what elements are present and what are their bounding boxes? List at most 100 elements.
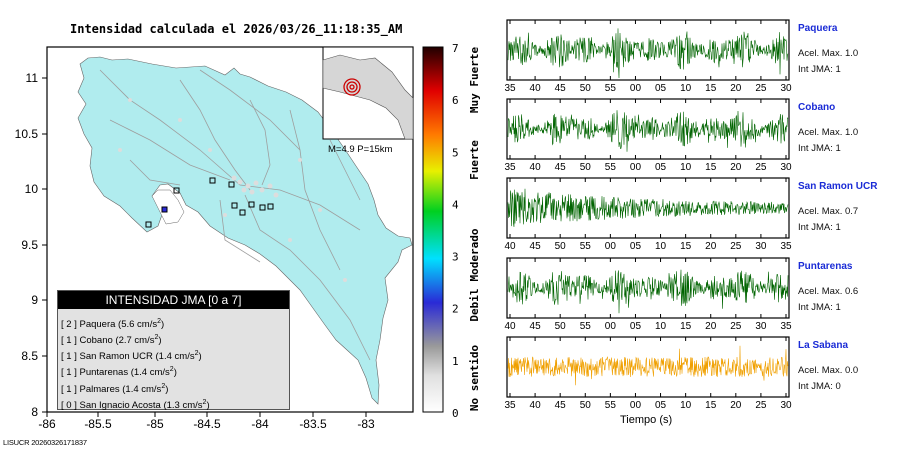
footer-id: LISUCR 20260326171837 — [3, 438, 87, 447]
time-tick-label: 35 — [504, 400, 516, 411]
peninsula-gulf — [151, 189, 185, 225]
time-tick-label: 00 — [630, 162, 642, 173]
time-tick-label: 50 — [555, 321, 567, 332]
station-marker — [145, 221, 152, 228]
time-tick-label: 30 — [780, 162, 792, 173]
costa-rica-land — [77, 56, 413, 405]
page-title: Intensidad calculada el 2026/03/26_11:18… — [70, 22, 403, 36]
time-tick-label: 25 — [730, 321, 742, 332]
time-tick-label: 50 — [580, 162, 592, 173]
station-jma-intensity: Int JMA: 1 — [798, 302, 841, 313]
colorbar-tick-label: 6 — [452, 94, 459, 107]
station-marker — [267, 203, 274, 210]
legend-item-intensity: [ 2 ] — [61, 319, 80, 331]
time-tick-label: 45 — [555, 162, 567, 173]
time-tick-label: 55 — [605, 162, 617, 173]
time-tick-label: 05 — [655, 162, 667, 173]
waveform-panel: 35 40 45 50 55 00 05 10 15 20 25 30 — [504, 19, 792, 94]
station-marker — [173, 187, 180, 194]
legend-item-name: San Ignacio Acosta — [79, 399, 164, 411]
x-tick-label: -84 — [251, 417, 269, 431]
legend-item-accel: (1.4 cm/s — [122, 383, 162, 395]
event-ring-middle — [346, 81, 358, 93]
legend-item-unit-exp: 2 — [157, 318, 162, 325]
waveform-trace — [507, 28, 789, 79]
y-tick-label: 9 — [31, 293, 38, 307]
time-tick-label: 55 — [605, 400, 617, 411]
x-tick-label: -83.5 — [299, 417, 327, 431]
colorbar-tick-label: 4 — [452, 198, 459, 211]
y-tick-label: 9.5 — [21, 238, 38, 252]
time-tick-label: 55 — [580, 321, 592, 332]
time-tick-label: 15 — [705, 162, 717, 173]
x-tick-label: -83 — [357, 417, 375, 431]
station-marker — [231, 202, 238, 209]
legend-item-unit-exp: 2 — [169, 366, 174, 374]
colorbar-category-label: No sentido — [468, 345, 481, 412]
time-tick-label: 10 — [680, 162, 692, 173]
time-tick-label: 45 — [555, 83, 567, 94]
time-tick-label: 35 — [780, 321, 792, 332]
waveform-frame — [506, 98, 790, 160]
station-name: Cobano — [798, 102, 836, 113]
colorbar-category-label: Fuerte — [468, 140, 481, 180]
time-tick-label: 40 — [530, 162, 542, 173]
colorbar-category-label: Debil — [468, 288, 481, 321]
time-tick-label: 30 — [780, 83, 792, 94]
time-tick-label: 20 — [730, 400, 742, 411]
legend-item-name: San Ramon UCR — [79, 351, 156, 363]
waveform-trace — [507, 188, 789, 227]
waveform-panel: 35 40 45 50 55 00 05 10 15 20 25 30 — [504, 98, 792, 173]
time-tick-label: 50 — [580, 83, 592, 94]
legend-item-close: ) — [206, 399, 210, 411]
legend-item: [ 1 ] San Ramon UCR (1.4 cm/s2) — [61, 347, 289, 363]
time-tick-label: 35 — [504, 83, 516, 94]
legend-item-intensity: [ 1 ] — [61, 351, 80, 363]
time-tick-label: 45 — [530, 321, 542, 332]
waveform-trace — [507, 110, 789, 152]
legend-item-close: ) — [173, 367, 177, 379]
time-tick-label: 30 — [755, 241, 767, 252]
time-tick-label: 35 — [780, 241, 792, 252]
station-marker — [248, 201, 255, 208]
colorbar-category-label: Muy Fuerte — [468, 47, 481, 114]
colorbar-category-label: Moderado — [468, 228, 481, 281]
time-tick-label: 40 — [530, 83, 542, 94]
waveform-panel: 35 40 45 50 55 00 05 10 15 20 25 30 — [504, 336, 792, 411]
colorbar-tick-label: 7 — [452, 42, 459, 55]
time-tick-label: 05 — [630, 321, 642, 332]
time-tick-label: 10 — [680, 400, 692, 411]
waveform-panel: 40 45 50 55 00 05 10 15 20 25 30 35 — [504, 257, 792, 332]
station-name: Paquera — [798, 23, 838, 34]
legend-item-close: ) — [158, 335, 162, 347]
time-tick-label: 25 — [755, 162, 767, 173]
time-tick-label: 10 — [655, 321, 667, 332]
legend-item-unit-exp: 2 — [154, 334, 159, 342]
station-marker — [161, 206, 168, 213]
colorbar-tick-label: 5 — [452, 146, 459, 159]
time-tick-label: 05 — [655, 83, 667, 94]
legend-item-accel: (1.4 cm/s — [155, 351, 195, 363]
road-network — [99, 69, 371, 361]
event-ring-outer — [343, 78, 361, 96]
legend-item: [ 1 ] Palmares (1.4 cm/s2) — [61, 380, 289, 396]
inset-caption: M=4.9 P=15km — [328, 144, 393, 155]
station-jma-intensity: Int JMA: 1 — [798, 143, 841, 154]
legend-title: INTENSIDAD JMA [0 a 7] — [58, 291, 289, 309]
station-markers — [145, 177, 274, 228]
legend-item: [ 1 ] Puntarenas (1.4 cm/s2) — [61, 363, 289, 379]
legend-item-accel: (5.6 cm/s — [118, 319, 158, 331]
waveform-trace — [507, 345, 789, 386]
y-tick-label: 10 — [25, 182, 39, 196]
legend-item: [ 0 ] San Ignacio Acosta (1.3 cm/s2) — [61, 396, 289, 412]
legend-item-close: ) — [198, 351, 202, 363]
station-marker — [228, 181, 235, 188]
legend-item-name: Cobano — [79, 335, 116, 347]
legend-item-name: Palmares — [79, 383, 123, 395]
time-tick-label: 50 — [580, 400, 592, 411]
x-tick-label: -85.5 — [84, 417, 112, 431]
time-tick-label: 30 — [755, 321, 767, 332]
waveform-panels: 35 40 45 50 55 00 05 10 15 20 25 30 35 40 45 50 55 00 05 10… — [504, 19, 792, 411]
time-tick-label: 10 — [680, 83, 692, 94]
